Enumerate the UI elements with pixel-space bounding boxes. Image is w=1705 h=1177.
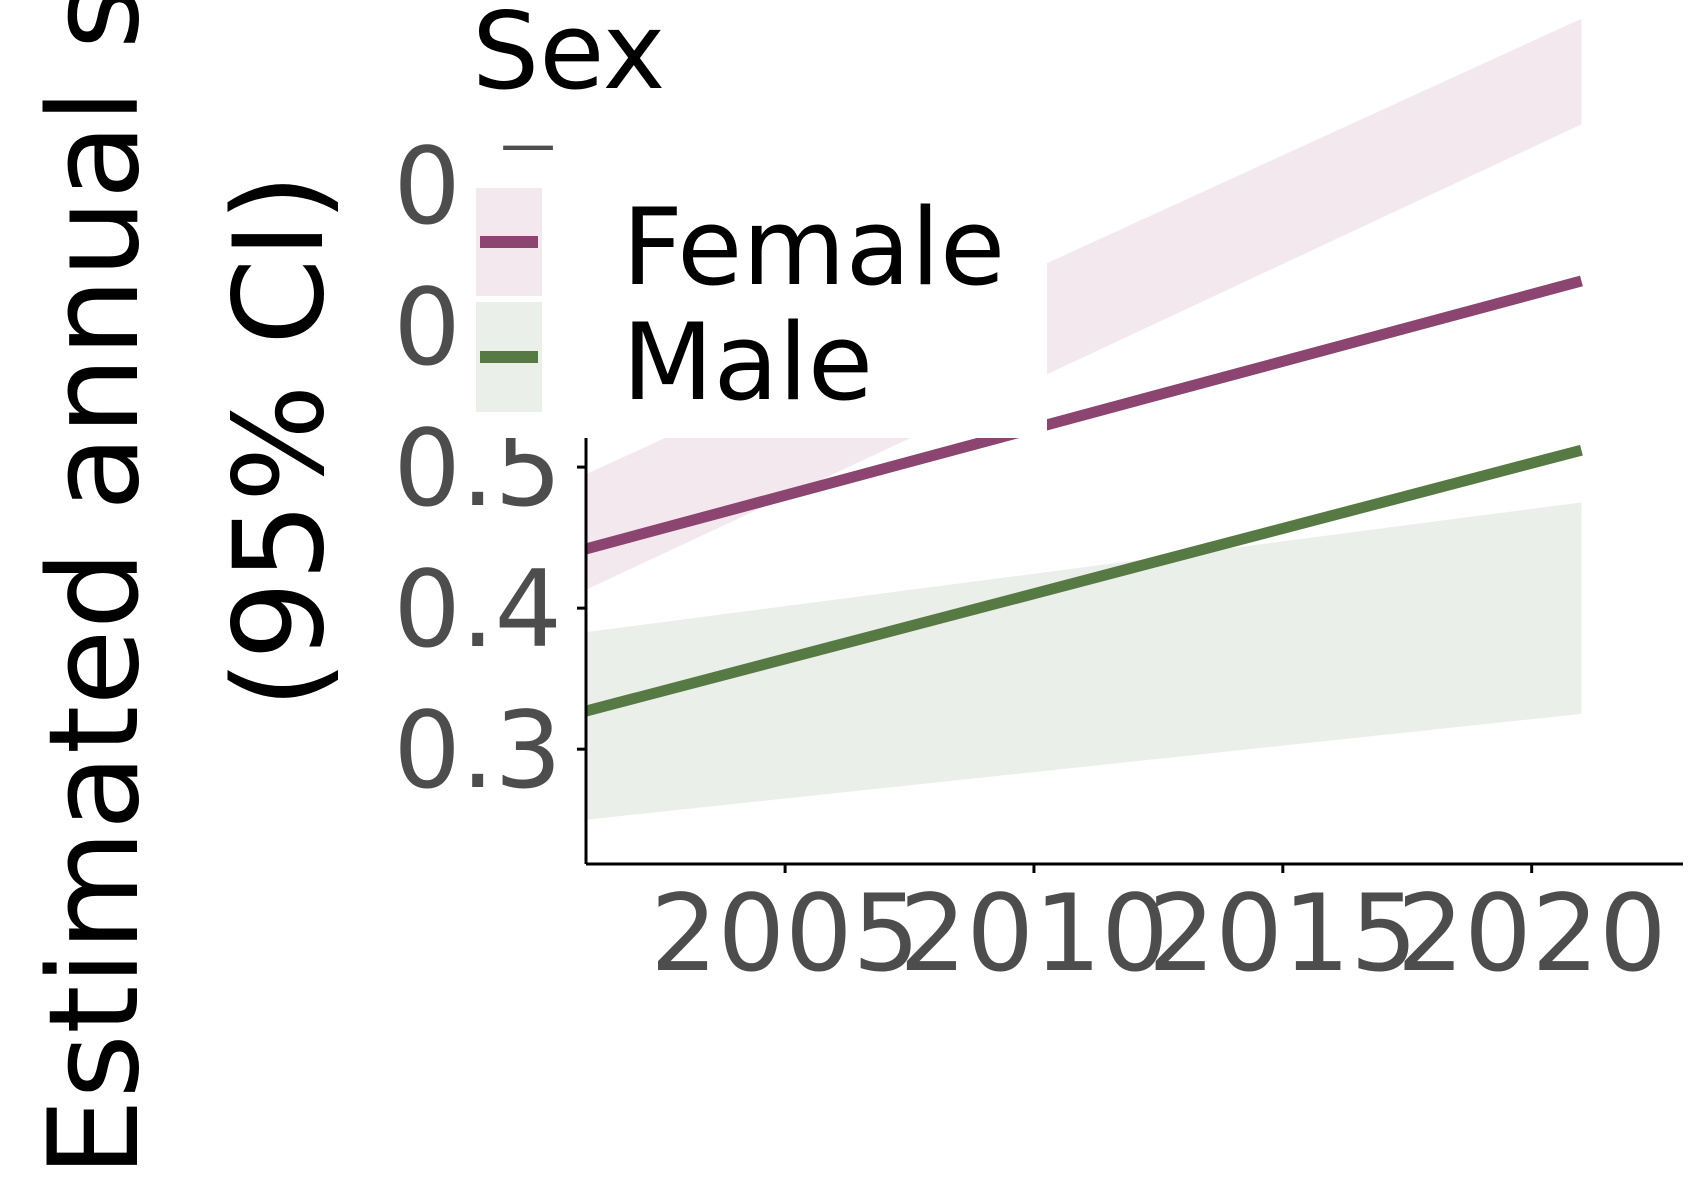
ci-ribbon-male xyxy=(586,502,1582,820)
legend-background xyxy=(462,150,1047,438)
legend-title: Sex xyxy=(472,0,665,113)
y-axis-title-line-2: (95% CI) xyxy=(208,174,352,709)
x-tick-label-2015: 2015 xyxy=(1148,872,1418,995)
series-lines xyxy=(584,275,1583,717)
x-tick-label-2005: 2005 xyxy=(650,872,920,995)
legend-label-male: Male xyxy=(622,301,873,424)
legend: Sex Female Male xyxy=(462,0,1047,438)
confidence-ribbons xyxy=(586,18,1582,820)
axes xyxy=(584,438,1683,866)
y-tick-label-0.3: 0.3 xyxy=(393,689,562,812)
y-tick-label-0.4: 0.4 xyxy=(393,548,562,671)
y-axis-title-line-1: Estimated annual s xyxy=(23,0,167,1177)
series-line-female xyxy=(584,275,1583,555)
ci-ribbon-female xyxy=(586,18,1582,590)
legend-label-female: Female xyxy=(622,186,1005,309)
x-tick-label-2020: 2020 xyxy=(1397,872,1667,995)
series-line-male xyxy=(584,444,1583,717)
x-tick-label-2010: 2010 xyxy=(899,872,1169,995)
y-axis-title: Estimated annual s (95% CI) xyxy=(23,0,352,1177)
